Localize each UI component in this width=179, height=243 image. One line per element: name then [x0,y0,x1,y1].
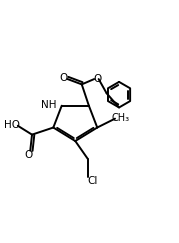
Text: Cl: Cl [88,176,98,186]
Text: O: O [93,74,101,84]
Text: O: O [24,149,33,160]
Text: NH: NH [41,100,56,110]
Text: CH₃: CH₃ [112,113,130,123]
Text: HO: HO [4,120,20,130]
Text: O: O [59,73,68,83]
